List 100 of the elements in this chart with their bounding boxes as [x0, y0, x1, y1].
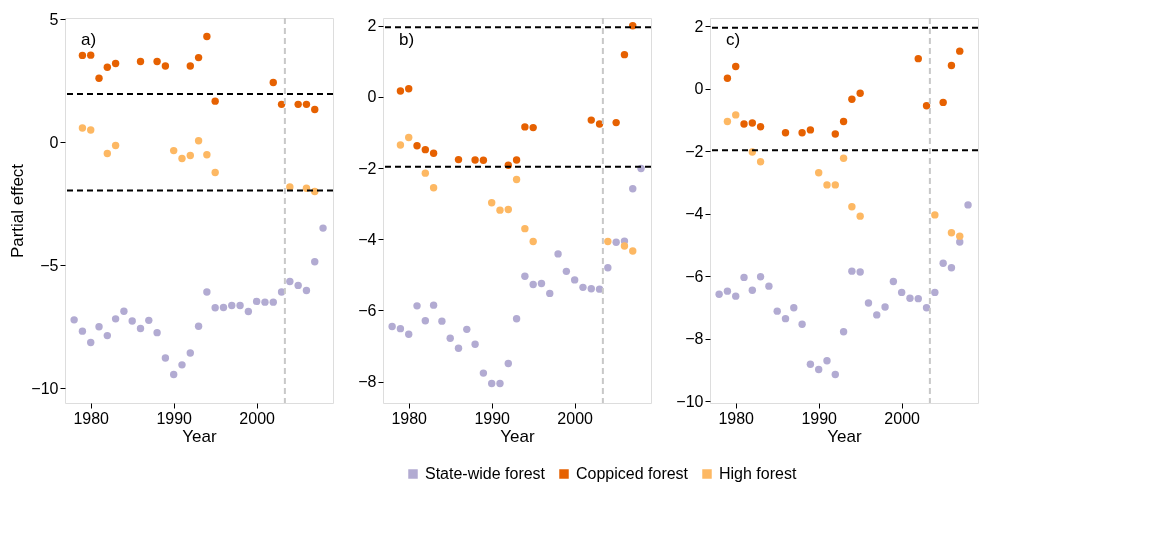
- point: [421, 145, 430, 154]
- point: [756, 273, 765, 281]
- point: [103, 149, 112, 158]
- point: [186, 349, 194, 357]
- point: [95, 323, 103, 331]
- y-tick-label: 0: [694, 80, 704, 98]
- point: [529, 280, 537, 289]
- point: [839, 117, 848, 126]
- y-tick-label: −10: [676, 392, 704, 410]
- point: [78, 124, 87, 132]
- point: [261, 298, 269, 306]
- point: [864, 299, 873, 307]
- point: [798, 320, 806, 328]
- point: [194, 53, 203, 62]
- point: [186, 62, 194, 70]
- annotation: c): [726, 30, 741, 49]
- point: [740, 120, 748, 128]
- point: [211, 304, 219, 312]
- x-tick-label: 1990: [474, 409, 511, 427]
- point: [169, 370, 178, 379]
- point: [914, 54, 922, 63]
- point: [947, 228, 956, 237]
- y-tick-label: −10: [31, 379, 59, 397]
- point: [438, 317, 446, 325]
- point: [421, 169, 430, 177]
- x-axis-title: Year: [827, 426, 863, 446]
- point: [294, 100, 302, 109]
- point: [111, 315, 120, 323]
- point: [798, 128, 806, 137]
- point: [244, 307, 253, 316]
- point: [947, 263, 956, 272]
- point: [595, 285, 604, 293]
- point: [529, 237, 537, 246]
- point: [562, 267, 571, 276]
- point: [236, 301, 244, 310]
- point: [454, 344, 463, 352]
- point: [277, 100, 286, 109]
- x-tick-label: 1980: [718, 409, 755, 427]
- point: [203, 32, 211, 41]
- point: [537, 279, 546, 288]
- point: [194, 137, 203, 145]
- point: [922, 303, 931, 312]
- point: [814, 168, 823, 177]
- point: [806, 126, 815, 134]
- point: [211, 168, 219, 177]
- point: [823, 181, 831, 189]
- legend-label: Coppiced forest: [576, 465, 689, 482]
- point: [848, 203, 856, 211]
- point: [136, 324, 145, 333]
- point: [463, 325, 471, 334]
- point: [194, 322, 203, 330]
- point: [931, 211, 939, 219]
- x-axis-title: Year: [500, 426, 536, 446]
- point: [311, 105, 319, 114]
- point: [277, 288, 286, 296]
- y-tick-label: −4: [685, 205, 704, 223]
- point: [906, 294, 914, 303]
- x-tick-label: 1990: [156, 409, 193, 427]
- annotation: b): [399, 30, 415, 49]
- point: [446, 334, 454, 342]
- point: [269, 298, 277, 306]
- point: [178, 154, 186, 163]
- y-tick-label: 2: [694, 17, 704, 35]
- point: [756, 123, 765, 131]
- point: [629, 247, 637, 255]
- point: [612, 118, 620, 127]
- point: [521, 272, 529, 281]
- point: [302, 286, 311, 295]
- point: [620, 242, 629, 250]
- point: [286, 277, 294, 286]
- y-tick-label: −4: [358, 230, 377, 248]
- annotation: a): [81, 30, 97, 49]
- point: [405, 85, 413, 93]
- point: [723, 117, 732, 126]
- y-tick-label: −5: [40, 256, 59, 274]
- point: [939, 98, 947, 107]
- legend-label: State-wide forest: [425, 465, 546, 482]
- point: [479, 156, 488, 165]
- point: [848, 267, 856, 275]
- point: [889, 277, 898, 286]
- point: [111, 141, 120, 150]
- point: [311, 258, 319, 266]
- point: [723, 74, 732, 83]
- point: [546, 289, 554, 298]
- point: [70, 316, 78, 324]
- point: [136, 57, 145, 66]
- point: [429, 184, 438, 192]
- point: [570, 276, 579, 284]
- point: [529, 123, 537, 132]
- point: [203, 288, 211, 296]
- point: [773, 307, 781, 315]
- point: [203, 151, 211, 159]
- point: [856, 89, 864, 98]
- point: [145, 316, 153, 325]
- point: [947, 61, 956, 70]
- legend-label: High forest: [719, 465, 797, 482]
- point: [161, 354, 170, 362]
- point: [87, 126, 95, 134]
- point: [153, 57, 161, 66]
- point: [620, 50, 629, 59]
